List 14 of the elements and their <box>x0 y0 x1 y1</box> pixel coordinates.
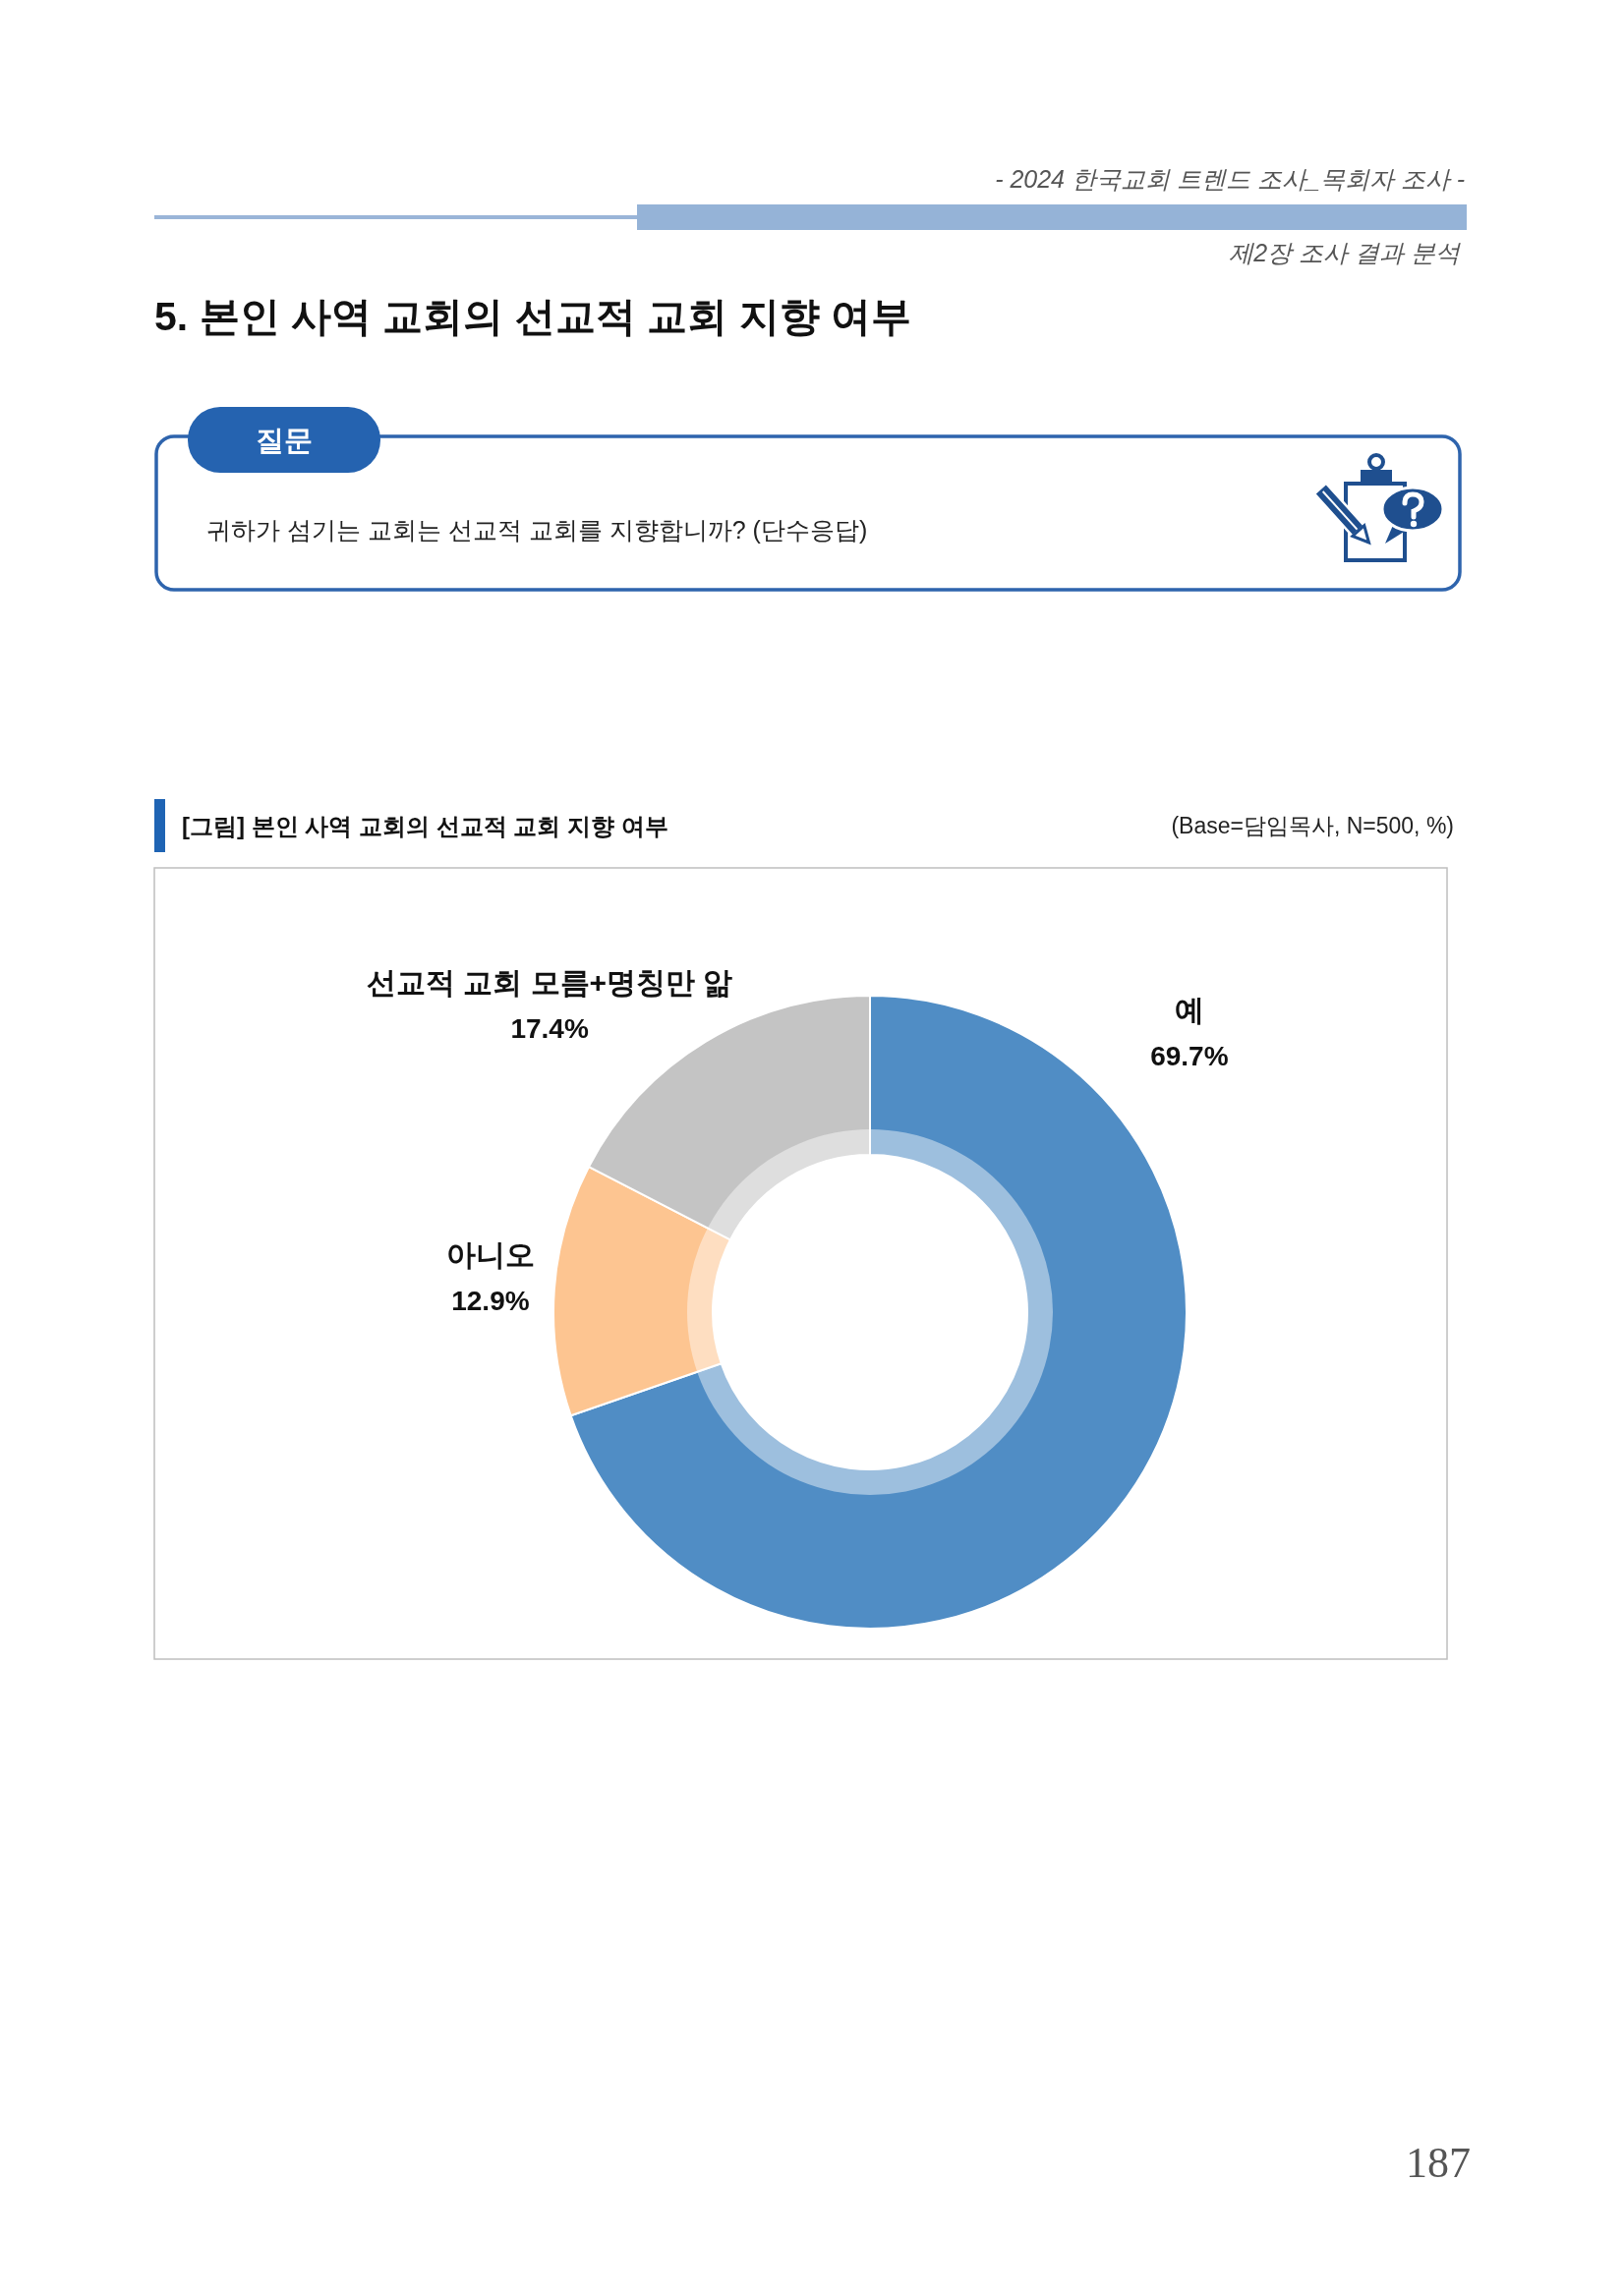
text: (Base=담임목사, N=500, %) <box>1171 813 1454 838</box>
text: 5. 본인 사역 교회의 선교적 교회 지향 여부 <box>154 294 911 339</box>
data-label: 12.9% <box>451 1286 530 1317</box>
slice-label: 아니오 <box>445 1238 535 1272</box>
text: 187 <box>1406 2138 1471 2187</box>
data-label: 69.7% <box>1150 1040 1229 1071</box>
text: 귀하가 섬기는 교회는 선교적 교회를 지향합니까? (단수응답) <box>206 516 868 544</box>
slice-label: 예 <box>1174 993 1204 1026</box>
data-label: 17.4% <box>510 1013 589 1045</box>
text: 질문 <box>256 425 313 456</box>
text: 제2장 조사 결과 분석 <box>1229 239 1461 266</box>
chart-title: [그림] 본인 사역 교회의 선교적 교회 지향 여부 <box>182 812 668 839</box>
slice-label: 선교적 교회 모름+명칭만 앎 <box>366 966 733 1000</box>
text: - 2024 한국교회 트렌드 조사_목회자 조사 - <box>995 165 1465 193</box>
